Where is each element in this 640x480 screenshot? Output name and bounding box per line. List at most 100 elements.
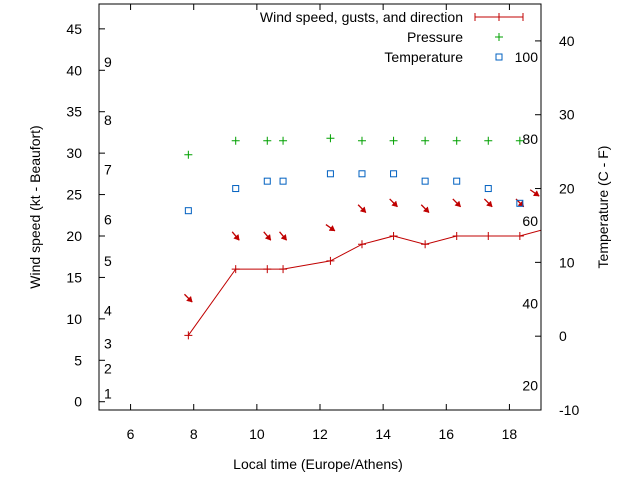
wind-direction-arrow-head — [486, 200, 493, 208]
pressure-point — [421, 136, 430, 145]
wind-direction-arrow-head — [186, 295, 193, 303]
y-tick-label: 0 — [74, 394, 82, 410]
wind-direction-arrow-head — [233, 233, 240, 241]
x-tick-label: 10 — [249, 426, 265, 442]
y2-axis-tick-labels: -10 0 10 20 30 40 — [559, 33, 579, 418]
temperature-point — [453, 177, 461, 185]
beaufort-label: 9 — [104, 54, 112, 70]
temperature-point — [232, 185, 240, 193]
fahrenheit-label: 80 — [522, 131, 538, 147]
wind-direction-arrow-head — [571, 207, 577, 213]
x-tick-label: 12 — [312, 426, 328, 442]
y2-tick-label: 0 — [559, 328, 567, 344]
fahrenheit-label: 60 — [522, 213, 538, 229]
legend: Wind speed, gusts, and direction Pressur… — [260, 9, 524, 65]
y2-tick-label: 10 — [559, 254, 575, 270]
fahrenheit-label: 20 — [522, 378, 538, 394]
y-tick-label: 15 — [66, 269, 82, 285]
pressure-point — [263, 136, 272, 145]
pressure-point — [231, 136, 240, 145]
beaufort-label: 1 — [104, 385, 112, 401]
fahrenheit-scale-labels: 20 40 60 80 100 — [515, 49, 539, 393]
wind-speed-point — [389, 232, 398, 240]
fahrenheit-label: 40 — [522, 296, 538, 312]
y-tick-label: 35 — [66, 104, 82, 120]
temperature-point — [358, 170, 366, 178]
fahrenheit-label: 100 — [515, 49, 539, 65]
wind-direction-arrow-head — [359, 206, 367, 213]
wind-direction-arrow-head — [422, 206, 430, 213]
legend-swatch-temperature — [495, 53, 503, 61]
x-axis-label: Local time (Europe/Athens) — [233, 456, 403, 472]
y-axis-label: Wind speed (kt - Beaufort) — [27, 125, 43, 288]
pressure-point — [389, 136, 398, 145]
plot-area — [183, 134, 577, 340]
wind-direction-arrow-shaft — [550, 205, 558, 213]
y-tick-label: 40 — [66, 62, 82, 78]
beaufort-label: 4 — [104, 303, 112, 319]
legend-label-temperature: Temperature — [384, 49, 463, 65]
legend-swatch-pressure — [495, 33, 503, 41]
pressure-point — [184, 150, 193, 159]
wind-speed-point — [452, 232, 461, 240]
beaufort-label: 7 — [104, 162, 112, 178]
legend-label-wind: Wind speed, gusts, and direction — [260, 9, 463, 25]
wind-speed-point — [184, 331, 193, 340]
wind-speed-line — [187, 229, 541, 336]
y2-tick-label: 30 — [559, 107, 575, 123]
wind-direction-arrow-head — [454, 200, 461, 208]
pressure-point — [357, 136, 366, 145]
beaufort-label: 2 — [104, 361, 112, 377]
y2-tick-label: -10 — [559, 402, 579, 418]
axis-ticks — [99, 4, 541, 411]
wind-direction-arrow-head — [328, 225, 336, 232]
wind-speed-point — [263, 265, 272, 274]
y2-axis-label: Temperature (C - F) — [595, 146, 611, 269]
y-tick-label: 45 — [66, 21, 82, 37]
y-tick-label: 30 — [66, 145, 82, 161]
pressure-point — [484, 136, 493, 145]
legend-label-pressure: Pressure — [407, 29, 463, 45]
temperature-point — [263, 177, 271, 185]
plot-border — [98, 3, 542, 411]
temperature-point — [516, 199, 524, 207]
beaufort-scale-labels: 1 2 3 4 5 6 7 8 9 — [104, 54, 112, 401]
x-tick-label: 18 — [502, 426, 518, 442]
pressure-point — [515, 136, 524, 145]
beaufort-label: 3 — [104, 336, 112, 352]
wind-direction-arrow-head — [532, 190, 540, 197]
wind-speed-point — [421, 240, 430, 249]
pressure-point — [326, 134, 335, 143]
x-tick-label: 16 — [438, 426, 454, 442]
wind-direction-arrow-head — [552, 207, 558, 213]
temperature-point — [421, 177, 429, 185]
beaufort-label: 6 — [104, 211, 112, 227]
wind-direction-arrow-head — [280, 233, 287, 241]
y-tick-label: 5 — [74, 352, 82, 368]
wind-speed-point — [484, 232, 493, 240]
beaufort-label: 8 — [104, 112, 112, 128]
beaufort-label: 5 — [104, 253, 112, 269]
y2-tick-label: 20 — [559, 181, 575, 197]
wind-speed-point — [231, 265, 240, 274]
temperature-point — [390, 170, 398, 178]
wind-speed-point — [515, 232, 524, 240]
y-tick-label: 25 — [66, 187, 82, 203]
y-tick-label: 10 — [66, 311, 82, 327]
wind-speed-point — [279, 265, 288, 274]
y2-tick-label: 40 — [559, 33, 575, 49]
temperature-point — [484, 185, 492, 193]
x-tick-label: 14 — [375, 426, 391, 442]
wind-speed-point — [326, 256, 335, 265]
wind-speed-point — [357, 240, 366, 249]
x-axis-tick-labels: 6 8 10 12 14 16 18 — [127, 426, 518, 442]
wind-direction-arrow-shaft — [569, 205, 577, 213]
x-tick-label: 8 — [190, 426, 198, 442]
x-tick-label: 6 — [127, 426, 135, 442]
temperature-point — [279, 177, 287, 185]
temperature-point — [184, 207, 192, 215]
wind-direction-arrows — [183, 189, 577, 303]
wind-direction-arrow-head — [391, 200, 398, 208]
temperature-point — [326, 170, 334, 178]
